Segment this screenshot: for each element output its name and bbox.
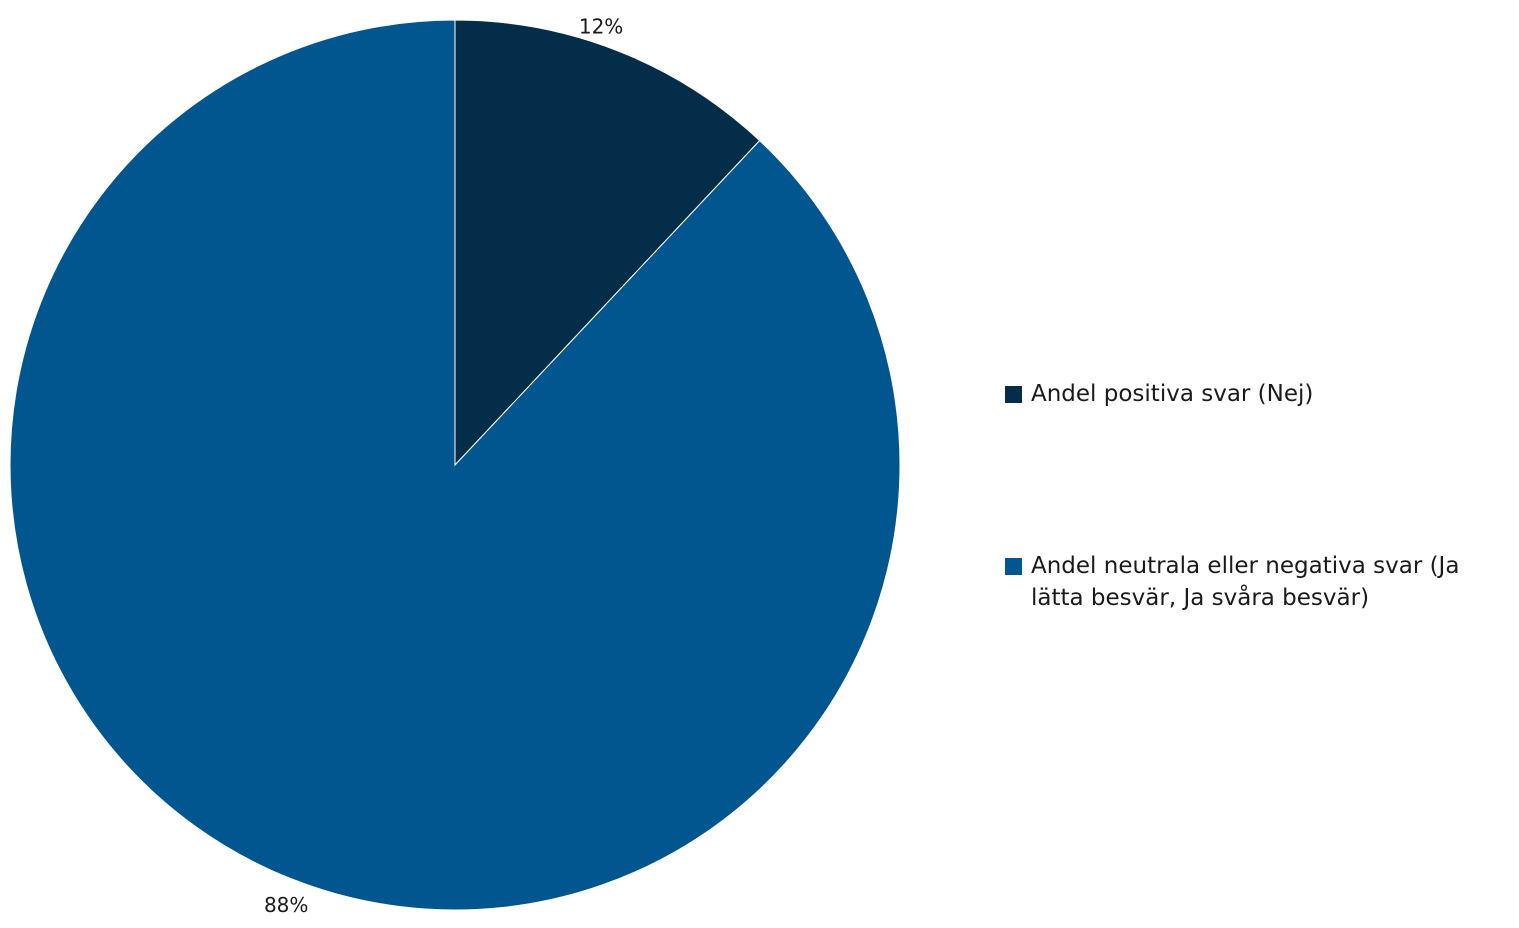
data-labels: 12% 88% xyxy=(264,14,623,916)
legend: Andel positiva svar (Nej) Andel neutrala… xyxy=(1005,378,1515,614)
pie-slice-neutral-negative xyxy=(9,19,901,911)
legend-label-positive: Andel positiva svar (Nej) xyxy=(1031,381,1314,407)
pie-slice-positive xyxy=(454,19,761,467)
legend-swatch-neutral-negative xyxy=(1005,558,1022,575)
legend-label-neutral-negative: Andel neutrala eller negativa svar (Ja l… xyxy=(1031,553,1460,611)
legend-item-neutral-negative: Andel neutrala eller negativa svar (Ja l… xyxy=(1005,550,1515,614)
data-label-neutral-negative: 88% xyxy=(264,893,308,917)
pie-slices xyxy=(9,19,901,911)
data-label-positive: 12% xyxy=(579,14,623,38)
legend-swatch-positive xyxy=(1005,386,1022,403)
legend-item-positive: Andel positiva svar (Nej) xyxy=(1005,378,1515,410)
